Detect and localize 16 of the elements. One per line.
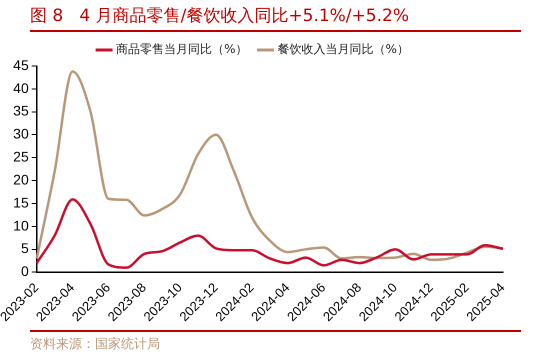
line-series [35,198,504,269]
y-tick-label: 20 [13,171,29,188]
y-tick-label: 35 [13,102,29,119]
line-series [35,70,504,262]
legend-label: 餐饮收入当月同比（%） [278,42,409,56]
y-tick-label: 25 [13,148,29,165]
y-tick-label: 0 [20,263,29,280]
y-tick-label: 10 [13,217,29,234]
y-tick-label: 15 [13,194,29,210]
y-tick-label: 5 [20,240,29,256]
y-tick-label: 30 [13,126,29,142]
y-tick-label: 45 [13,56,29,73]
chart-title: 图 8 4 月商品零售/餐饮收入同比+5.1%/+5.2% [30,4,521,32]
legend-label: 商品零售当月同比（%） [116,42,248,56]
text: 资料来源：国家统计局 [30,336,161,353]
y-tick-label: 40 [13,80,29,96]
